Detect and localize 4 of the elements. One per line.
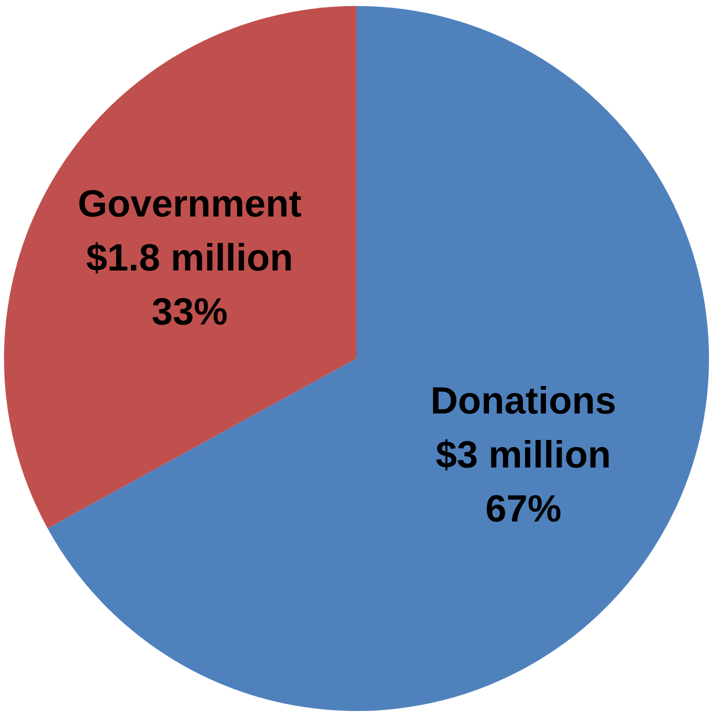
slice-label: Donations	[430, 380, 616, 423]
data-label: $1.8 million 33%	[86, 237, 294, 334]
data-label: $3 million 67%	[436, 434, 612, 531]
slice-label: Government	[78, 183, 302, 226]
